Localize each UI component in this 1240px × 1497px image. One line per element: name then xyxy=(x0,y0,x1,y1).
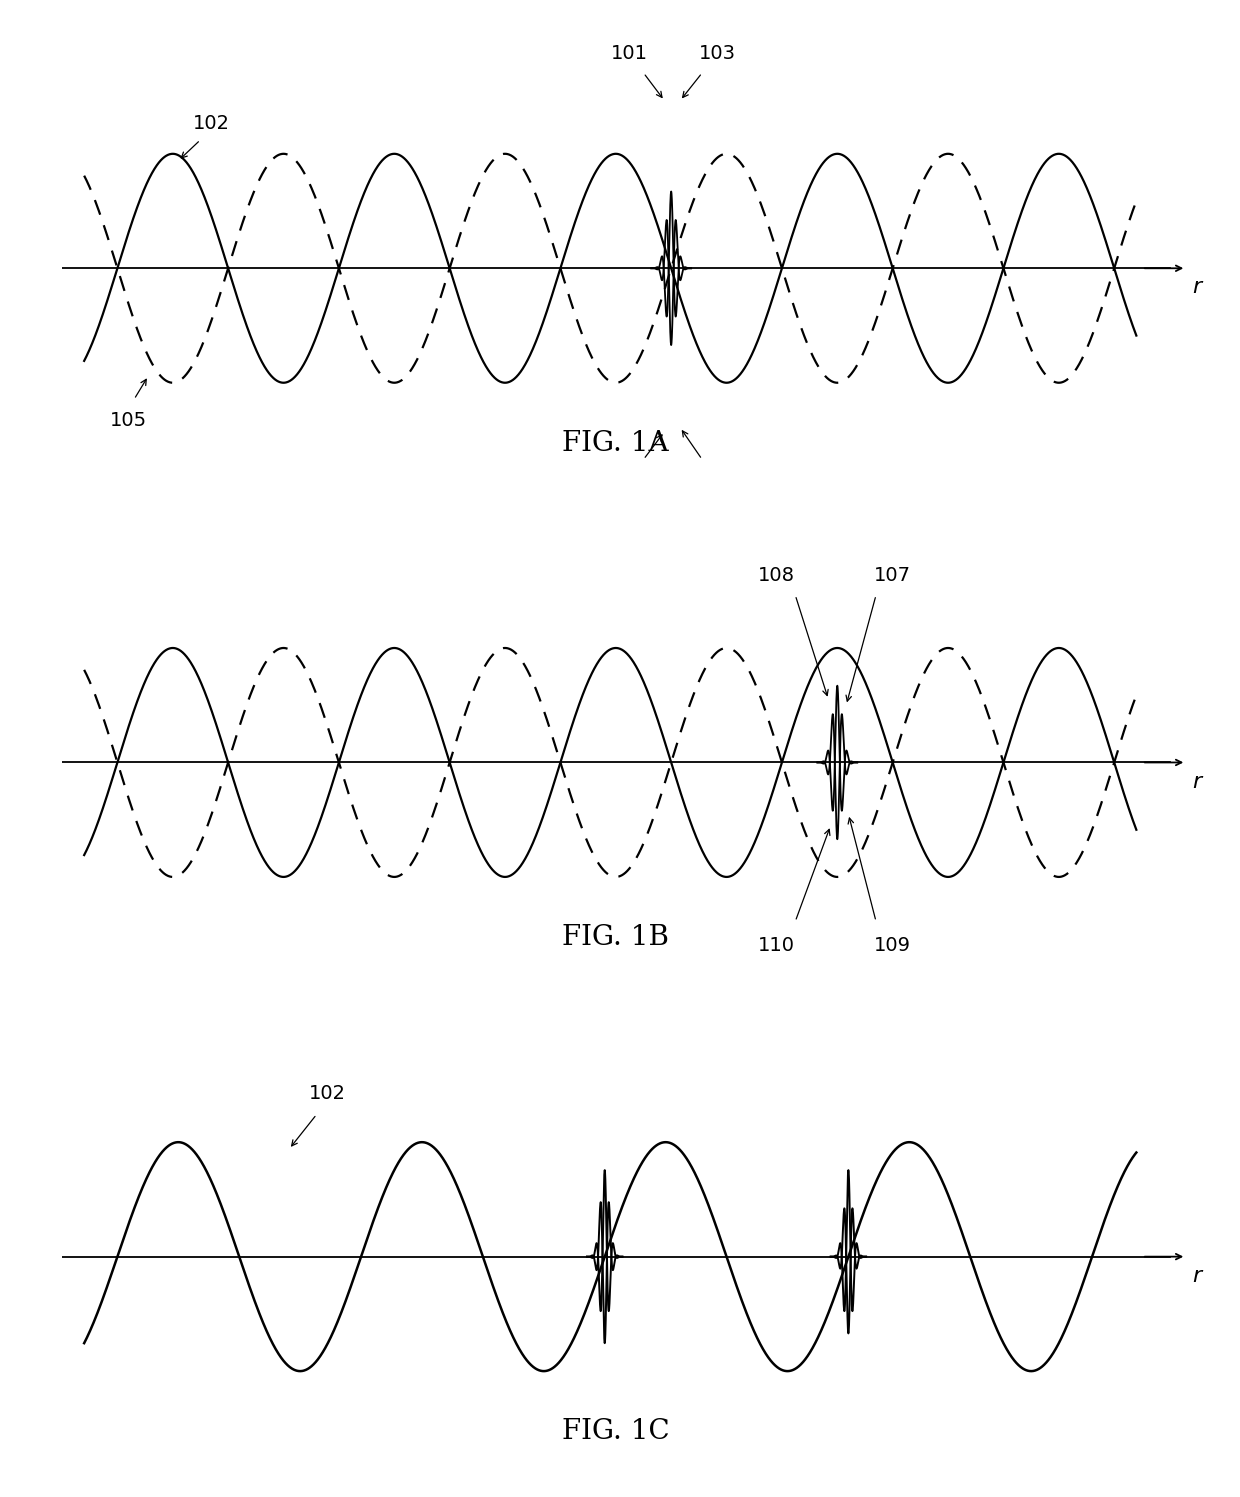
Text: r: r xyxy=(1192,771,1200,792)
Text: 105: 105 xyxy=(110,410,148,430)
Text: 102: 102 xyxy=(309,1084,346,1103)
Text: r: r xyxy=(1192,277,1200,298)
Text: 107: 107 xyxy=(874,566,911,585)
Text: FIG. 1B: FIG. 1B xyxy=(562,924,670,951)
Text: 108: 108 xyxy=(758,566,795,585)
Text: 102: 102 xyxy=(193,114,231,133)
Text: FIG. 1C: FIG. 1C xyxy=(562,1418,670,1445)
Text: FIG. 1A: FIG. 1A xyxy=(563,430,670,457)
Text: r: r xyxy=(1192,1266,1200,1286)
Text: 103: 103 xyxy=(699,43,737,63)
Text: 109: 109 xyxy=(874,936,911,955)
Text: 110: 110 xyxy=(758,936,795,955)
Text: 101: 101 xyxy=(610,43,647,63)
